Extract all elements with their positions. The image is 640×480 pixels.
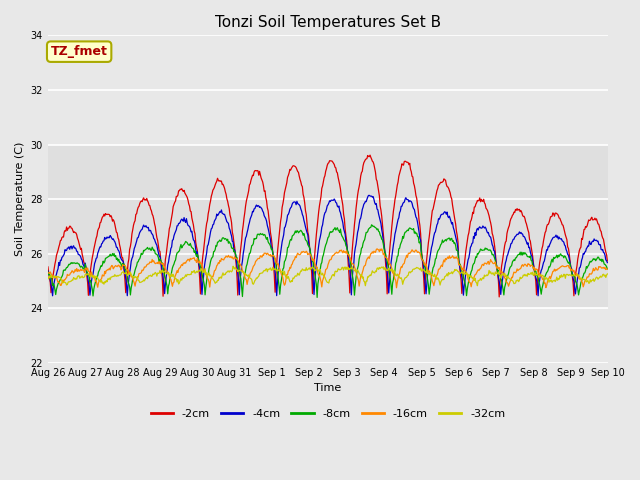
-4cm	[49, 293, 56, 299]
-16cm	[397, 264, 405, 270]
Legend: -2cm, -4cm, -8cm, -16cm, -32cm: -2cm, -4cm, -8cm, -16cm, -32cm	[147, 404, 509, 423]
-32cm	[604, 271, 611, 277]
X-axis label: Time: Time	[314, 384, 342, 394]
-8cm	[413, 233, 421, 239]
-2cm	[112, 226, 120, 231]
-16cm	[393, 285, 401, 291]
-8cm	[604, 266, 611, 272]
-4cm	[44, 268, 52, 274]
-32cm	[413, 265, 421, 271]
-8cm	[314, 295, 321, 300]
-32cm	[362, 283, 369, 288]
Text: TZ_fmet: TZ_fmet	[51, 45, 108, 58]
-32cm	[54, 274, 62, 279]
-2cm	[54, 247, 62, 253]
-8cm	[54, 281, 62, 287]
Y-axis label: Soil Temperature (C): Soil Temperature (C)	[15, 142, 25, 256]
-16cm	[168, 283, 176, 289]
Line: -32cm: -32cm	[48, 266, 607, 286]
-2cm	[604, 258, 611, 264]
-32cm	[44, 275, 52, 280]
-8cm	[397, 240, 405, 245]
-8cm	[198, 271, 206, 276]
-16cm	[604, 266, 611, 272]
-2cm	[366, 152, 374, 158]
-32cm	[229, 264, 237, 269]
-8cm	[44, 269, 52, 275]
-2cm	[198, 262, 206, 268]
-16cm	[44, 270, 52, 276]
-16cm	[198, 262, 206, 268]
Line: -8cm: -8cm	[48, 225, 607, 298]
-4cm	[365, 192, 373, 198]
-4cm	[397, 204, 405, 209]
-4cm	[199, 280, 207, 286]
-4cm	[413, 219, 421, 225]
-8cm	[112, 252, 120, 258]
-32cm	[198, 267, 206, 273]
-2cm	[44, 264, 52, 270]
Line: -4cm: -4cm	[48, 195, 607, 296]
-2cm	[397, 168, 404, 173]
-4cm	[113, 244, 120, 250]
-4cm	[170, 237, 177, 242]
-16cm	[54, 279, 62, 285]
Line: -16cm: -16cm	[48, 249, 607, 288]
-16cm	[413, 250, 421, 255]
Bar	[48, 144, 608, 309]
-32cm	[397, 275, 405, 281]
Line: -2cm: -2cm	[48, 155, 607, 297]
-32cm	[168, 274, 176, 279]
-8cm	[368, 222, 376, 228]
-32cm	[112, 273, 120, 279]
-4cm	[55, 260, 63, 265]
-2cm	[168, 210, 176, 216]
Title: Tonzi Soil Temperatures Set B: Tonzi Soil Temperatures Set B	[215, 15, 441, 30]
-16cm	[112, 263, 120, 268]
-2cm	[495, 294, 503, 300]
-4cm	[604, 260, 611, 265]
-8cm	[168, 265, 176, 271]
-16cm	[373, 246, 381, 252]
-2cm	[413, 195, 420, 201]
